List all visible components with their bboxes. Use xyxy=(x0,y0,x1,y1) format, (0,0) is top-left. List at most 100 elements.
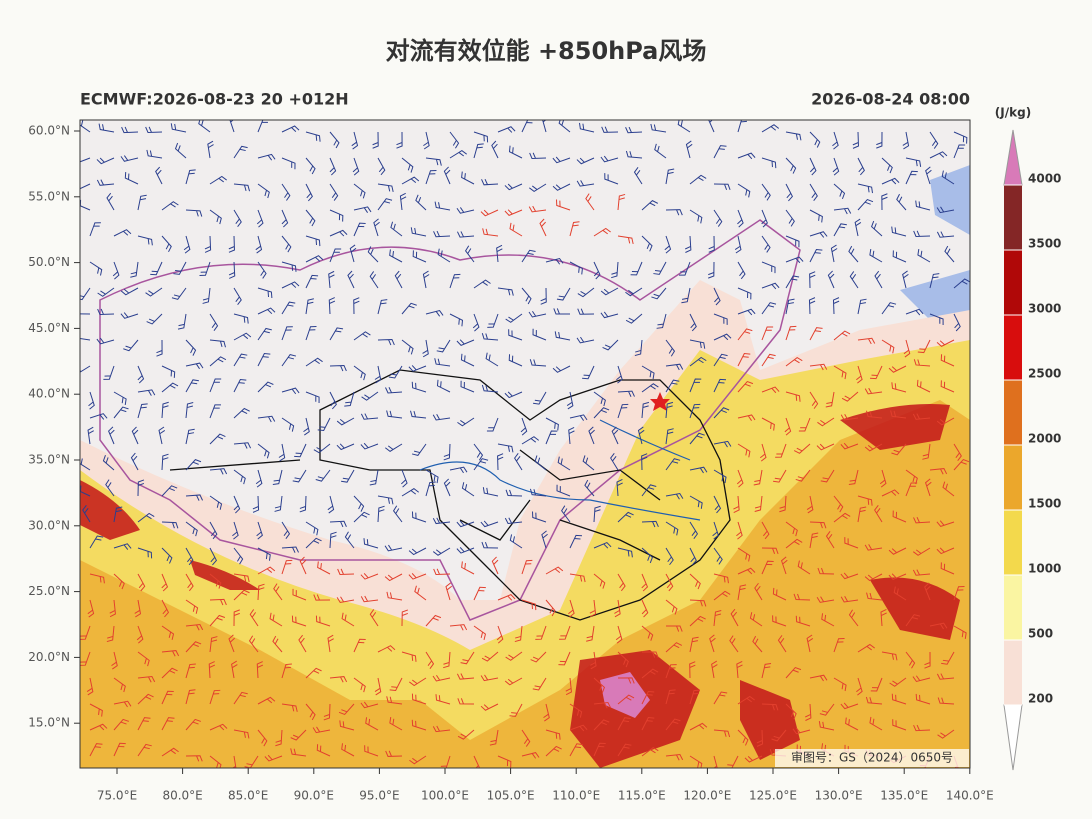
wind-barb xyxy=(292,469,307,483)
wind-barb xyxy=(233,353,248,367)
wind-barb xyxy=(449,149,467,159)
wind-barb xyxy=(352,157,360,176)
wind-barb xyxy=(329,676,348,683)
wind-barb xyxy=(89,703,103,717)
wind-barb xyxy=(840,702,859,710)
wind-barb xyxy=(209,547,218,566)
right-subtitle: 2026-08-24 08:00 xyxy=(811,90,970,109)
wind-barb xyxy=(785,356,803,367)
wind-barb xyxy=(504,209,523,216)
wind-barb xyxy=(530,651,547,663)
wind-barb xyxy=(336,596,355,604)
wind-barb xyxy=(610,452,619,471)
wind-barb xyxy=(833,512,851,523)
wind-barb xyxy=(848,609,859,627)
wind-barb xyxy=(440,755,451,768)
wind-barb xyxy=(136,625,144,644)
wind-barb xyxy=(616,365,623,384)
approval-box xyxy=(775,749,969,767)
wind-barb xyxy=(233,442,252,449)
wind-barb xyxy=(617,694,635,705)
wind-barb xyxy=(80,485,91,497)
wind-barb xyxy=(953,144,966,159)
wind-barb xyxy=(392,505,403,523)
wind-barb xyxy=(725,755,739,768)
wind-barb xyxy=(509,534,523,549)
wind-barb xyxy=(737,308,756,316)
wind-barb xyxy=(255,235,263,254)
wind-barb xyxy=(577,287,595,298)
wind-barb xyxy=(832,131,839,150)
wind-barb xyxy=(257,415,276,423)
wind-barb xyxy=(617,511,634,523)
wind-barb xyxy=(936,339,955,347)
wind-barb xyxy=(915,693,931,705)
wind-barb xyxy=(290,729,307,741)
wind-barb xyxy=(120,312,139,319)
wind-barb xyxy=(341,469,355,483)
wind-barb xyxy=(145,287,163,297)
wind-barb xyxy=(432,674,451,682)
wind-barb xyxy=(336,443,355,451)
wind-barb xyxy=(303,417,310,436)
wind-barb xyxy=(545,729,561,740)
wind-barb xyxy=(113,700,132,708)
wind-barb xyxy=(929,131,939,149)
wind-barb xyxy=(816,443,835,451)
wind-barb xyxy=(689,636,699,653)
wind-barb xyxy=(912,675,931,683)
wind-barb xyxy=(857,298,867,315)
wind-barb xyxy=(795,615,811,627)
colorbar-label: 500 xyxy=(1028,627,1053,641)
lon-label: 105.0°E xyxy=(487,789,535,803)
wind-barb xyxy=(161,667,178,679)
wind-barb xyxy=(641,453,648,471)
wind-barb xyxy=(204,235,212,253)
wind-barb xyxy=(174,142,187,159)
wind-barb xyxy=(480,209,499,217)
wind-barb xyxy=(936,673,955,680)
wind-barb xyxy=(912,413,931,420)
wind-barb xyxy=(255,469,263,488)
wind-barb xyxy=(113,573,125,590)
wind-barb xyxy=(795,469,811,482)
wind-barb xyxy=(336,417,355,426)
wind-barb xyxy=(233,589,250,601)
wind-barb xyxy=(281,546,299,553)
wind-barb xyxy=(161,485,178,497)
wind-barb xyxy=(521,287,532,305)
wind-barb xyxy=(665,625,683,632)
wind-barb xyxy=(864,443,883,452)
wind-barb xyxy=(233,407,250,419)
wind-barb xyxy=(521,729,531,747)
wind-barb xyxy=(761,302,777,315)
lon-label: 125.0°E xyxy=(749,789,797,803)
wind-barb xyxy=(689,689,701,705)
wind-barb xyxy=(615,625,623,644)
wind-barb xyxy=(665,379,680,393)
lon-label: 135.0°E xyxy=(880,789,928,803)
wind-barb xyxy=(161,625,175,640)
wind-barb xyxy=(496,625,504,644)
wind-barb xyxy=(360,573,379,580)
wind-barb xyxy=(689,547,697,566)
wind-barb xyxy=(185,379,199,393)
wind-barb xyxy=(905,651,916,669)
wind-barb xyxy=(809,157,817,176)
wind-barb xyxy=(593,541,612,549)
wind-barb xyxy=(730,608,739,627)
wind-barb xyxy=(761,235,771,253)
wind-barb xyxy=(425,469,439,484)
wind-barb xyxy=(113,406,129,419)
wind-barb xyxy=(341,612,355,627)
wind-barb xyxy=(545,745,562,757)
wind-barb xyxy=(924,651,931,669)
wind-barb xyxy=(761,124,780,133)
wind-barb xyxy=(305,298,314,315)
wind-barb xyxy=(329,157,337,176)
wind-barb xyxy=(809,327,823,341)
lon-label: 85.0°E xyxy=(228,789,268,803)
wind-barb xyxy=(411,511,427,523)
wind-barb xyxy=(891,443,907,456)
